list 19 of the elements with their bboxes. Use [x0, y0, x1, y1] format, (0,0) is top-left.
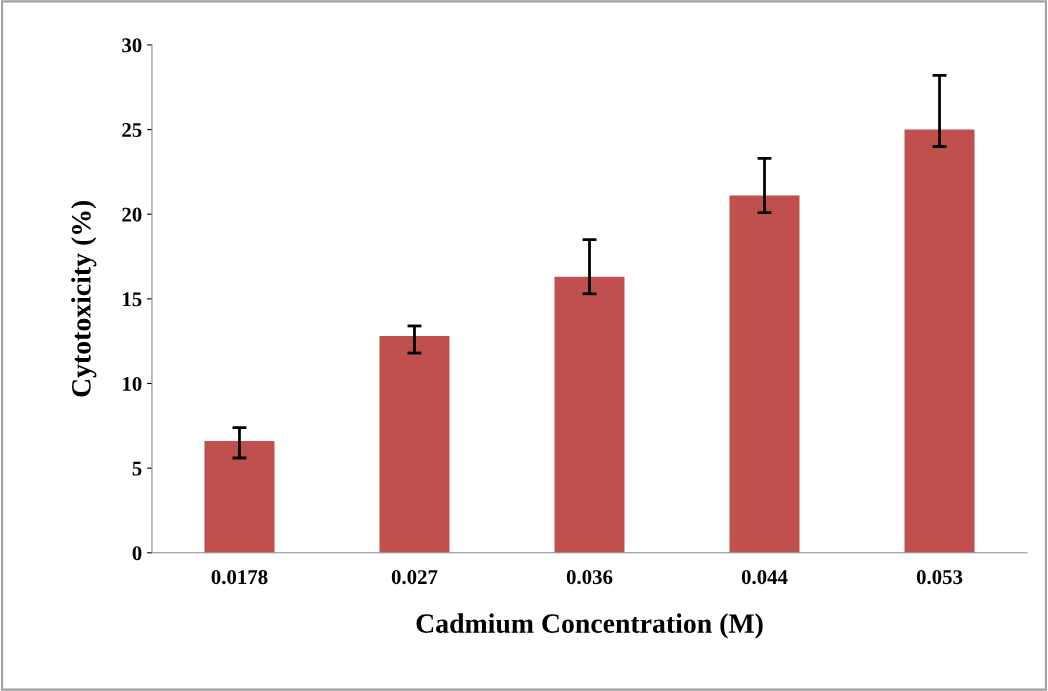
- bar: [379, 336, 450, 553]
- y-tick-label: 20: [122, 207, 142, 222]
- y-tick-label: 0: [132, 546, 142, 561]
- y-tick-label: 30: [122, 38, 142, 53]
- y-tick-label: 25: [122, 123, 142, 137]
- x-tick-label: 0.053: [916, 570, 963, 585]
- bar: [729, 195, 800, 553]
- y-tick-label: 15: [123, 292, 142, 307]
- x-tick-label: 0.044: [741, 570, 788, 585]
- bar: [904, 129, 975, 553]
- bar: [554, 276, 625, 553]
- y-tick-label: 5: [132, 461, 142, 476]
- x-axis-title: Cadmium Concentration (M): [416, 613, 763, 639]
- x-tick-label: 0.0178: [211, 570, 268, 585]
- x-tick-label: 0.036: [566, 570, 613, 585]
- y-tick-label: 10: [123, 376, 142, 391]
- bar: [204, 441, 275, 553]
- y-axis-title: Cytotoxicity (%): [71, 200, 97, 397]
- x-tick-label: 0.027: [391, 570, 438, 585]
